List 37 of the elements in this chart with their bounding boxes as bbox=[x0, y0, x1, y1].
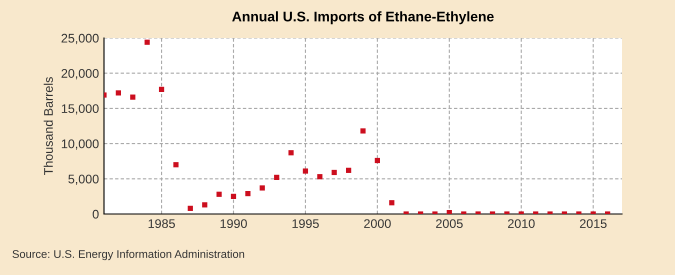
point bbox=[317, 174, 322, 180]
point bbox=[302, 168, 308, 174]
point bbox=[360, 128, 366, 134]
x-tick-label: 1995 bbox=[292, 219, 319, 228]
y-tick-label: 25,000 bbox=[62, 34, 99, 44]
y-tick-label: 0 bbox=[92, 210, 99, 219]
point bbox=[116, 90, 121, 96]
point bbox=[374, 158, 380, 164]
y-tick-label: 15,000 bbox=[62, 104, 99, 115]
chart-title: Annual U.S. Imports of Ethane-Ethylene bbox=[232, 11, 494, 24]
point bbox=[346, 168, 352, 173]
x-tick-label: 1990 bbox=[220, 219, 247, 228]
point bbox=[245, 190, 250, 196]
x-tick-label: 2005 bbox=[436, 219, 463, 228]
point bbox=[332, 170, 337, 176]
point bbox=[230, 194, 236, 199]
y-tick-label: 5,000 bbox=[68, 174, 99, 185]
point bbox=[188, 206, 193, 211]
y-axis-title: Thousand Barrels bbox=[44, 77, 53, 176]
point bbox=[260, 185, 265, 191]
point bbox=[144, 40, 150, 45]
point bbox=[288, 150, 294, 156]
y-tick-label: 10,000 bbox=[62, 139, 99, 150]
y-tick-label: 20,000 bbox=[62, 69, 99, 80]
x-tick-label: 1985 bbox=[148, 219, 175, 228]
point bbox=[202, 202, 208, 208]
point bbox=[130, 94, 136, 100]
source-note: Source: U.S. Energy Information Administration bbox=[12, 250, 244, 260]
point bbox=[216, 192, 222, 197]
point bbox=[173, 162, 179, 168]
x-tick-label: 2015 bbox=[580, 219, 607, 228]
point bbox=[446, 210, 452, 214]
x-tick-label: 2000 bbox=[364, 219, 391, 228]
point bbox=[389, 200, 394, 206]
x-tick-label: 2010 bbox=[508, 219, 535, 228]
point bbox=[274, 174, 280, 180]
point bbox=[158, 86, 164, 92]
